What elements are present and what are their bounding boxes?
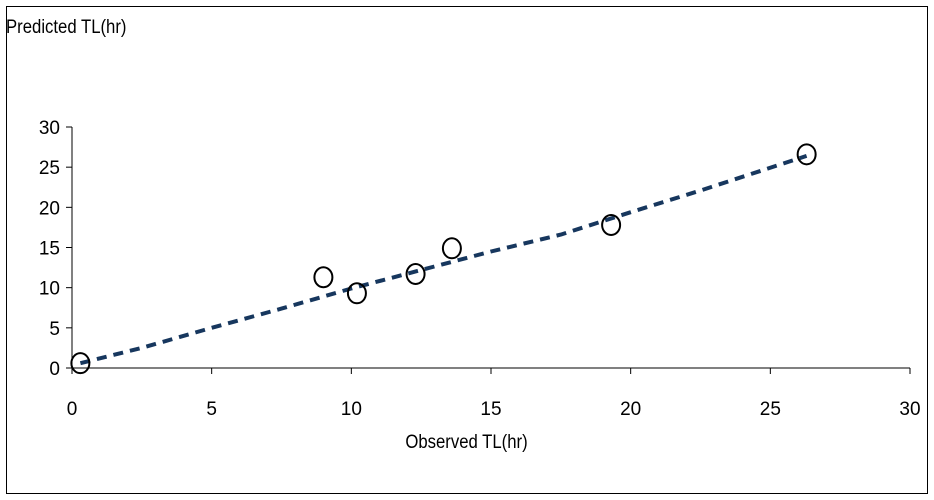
data-point xyxy=(346,282,367,305)
data-point xyxy=(313,266,334,289)
x-tick-label: 0 xyxy=(67,399,78,420)
y-axis-title: Predicted TL(hr) xyxy=(6,17,127,38)
chart-frame xyxy=(6,6,928,494)
tick-labels-group: 0 5 10 15 20 25 30 0 5 10 15 20 25 30 xyxy=(39,118,921,420)
x-tick-label: 15 xyxy=(480,399,501,420)
y-tick-label: 15 xyxy=(39,239,60,260)
y-tick-label: 0 xyxy=(49,359,60,380)
y-tick-label: 25 xyxy=(39,158,60,179)
x-tick-label: 20 xyxy=(620,399,641,420)
x-axis-title: Observed TL(hr) xyxy=(405,432,529,453)
data-point xyxy=(441,237,462,260)
data-point xyxy=(796,143,817,166)
data-point xyxy=(601,214,622,237)
data-point xyxy=(70,352,91,375)
trend-line xyxy=(79,153,808,366)
x-tick-label: 30 xyxy=(899,399,920,420)
axes xyxy=(66,126,911,374)
y-tick-label: 5 xyxy=(49,319,60,340)
y-tick-label: 20 xyxy=(39,198,60,219)
x-tick-label: 10 xyxy=(341,399,362,420)
data-points-group xyxy=(70,143,817,375)
x-tick-label: 25 xyxy=(760,399,781,420)
y-tick-label: 10 xyxy=(39,279,60,300)
data-point xyxy=(405,263,426,286)
x-axis-title-wrap: Observed TL(hr) xyxy=(0,432,934,454)
y-tick-label: 30 xyxy=(39,118,60,139)
x-tick-label: 5 xyxy=(206,399,217,420)
trend-line-group xyxy=(79,153,808,366)
